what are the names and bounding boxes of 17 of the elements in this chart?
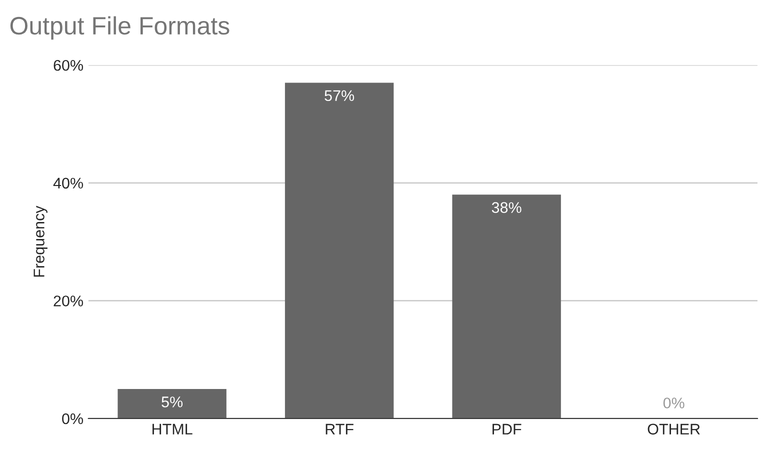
y-tick-label: 40% xyxy=(53,178,84,189)
bar xyxy=(118,389,226,418)
bar xyxy=(284,82,394,418)
bar xyxy=(452,194,561,418)
data-label: 5% xyxy=(162,396,183,408)
y-axis-title: Frequency xyxy=(34,206,48,277)
y-tick-label: 60% xyxy=(54,60,84,71)
x-tick-label: PDF xyxy=(492,424,522,434)
data-label: 38% xyxy=(492,202,522,213)
chart-title: Output File Formats xyxy=(10,16,230,40)
x-tick-label: OTHER xyxy=(648,424,700,435)
x-tick-label: RTF xyxy=(326,424,354,434)
data-label: 57% xyxy=(324,90,354,102)
data-label: 0% xyxy=(663,398,684,408)
y-tick-label: 20% xyxy=(54,296,84,306)
y-tick-label: 0% xyxy=(62,413,84,424)
x-tick-label: HTML xyxy=(152,424,192,434)
